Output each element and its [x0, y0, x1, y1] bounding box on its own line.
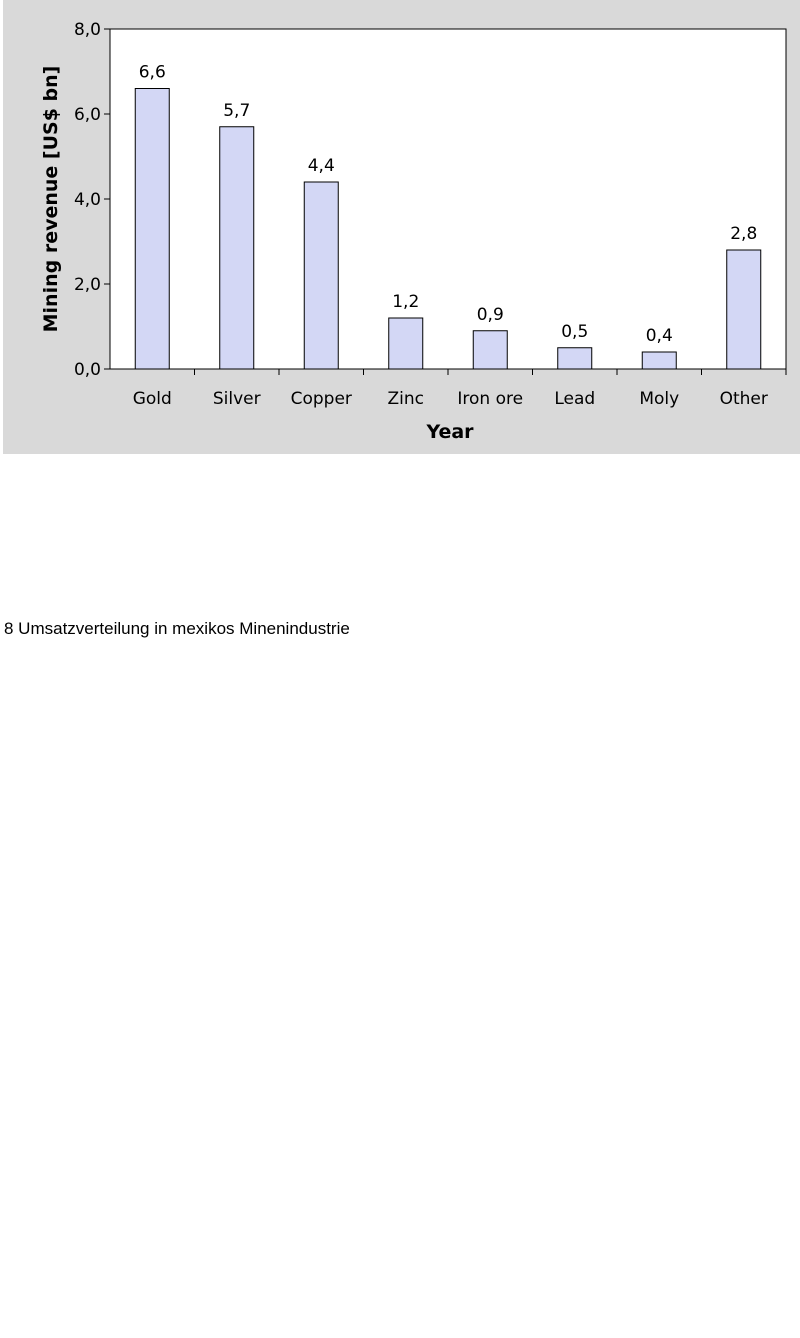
y-tick-label: 8,0 — [74, 20, 101, 40]
data-label: 0,5 — [561, 322, 588, 342]
bar-chart: 0,0 2,0 4,0 6,0 8,0 Gold 6,6 Silver 5,7 Copper 4,4… — [40, 20, 787, 443]
bar-copper — [303, 181, 339, 370]
x-tick-label: Other — [720, 389, 768, 409]
bar-silver — [219, 126, 255, 370]
bar-lead — [557, 347, 593, 370]
figure-caption: 8 Umsatzverteilung in mexikos Minenindus… — [4, 619, 350, 638]
bars-layer — [134, 88, 762, 370]
bar-iron-ore — [472, 330, 508, 370]
y-tick-label: 6,0 — [74, 105, 101, 125]
bar-moly — [641, 351, 677, 370]
y-axis-title: Mining revenue [US$ bn] — [40, 66, 62, 333]
bar-zinc — [388, 317, 424, 370]
y-tick-label: 2,0 — [74, 275, 101, 295]
x-tick-label: Copper — [291, 389, 352, 409]
x-tick-label: Silver — [213, 389, 261, 409]
data-label: 4,4 — [308, 156, 335, 176]
x-tick-label: Iron ore — [457, 389, 523, 409]
x-tick-label: Lead — [554, 389, 595, 409]
ticks-layer — [104, 28, 787, 375]
data-label: 2,8 — [730, 224, 757, 244]
bar-gold — [134, 88, 170, 370]
labels-layer: 0,0 2,0 4,0 6,0 8,0 Gold 6,6 Silver 5,7 Copper 4,4… — [74, 20, 768, 409]
y-tick-label: 4,0 — [74, 190, 101, 210]
data-label: 5,7 — [223, 101, 250, 121]
data-label: 1,2 — [392, 292, 419, 312]
data-label: 0,9 — [477, 305, 504, 325]
x-axis-title: Year — [425, 421, 474, 443]
x-tick-label: Moly — [639, 389, 679, 409]
chart-panel: 0,0 2,0 4,0 6,0 8,0 Gold 6,6 Silver 5,7 Copper 4,4… — [3, 0, 800, 454]
bar-other — [726, 249, 762, 370]
x-tick-label: Zinc — [388, 389, 425, 409]
x-tick-label: Gold — [133, 389, 172, 409]
data-label: 0,4 — [646, 326, 673, 346]
data-label: 6,6 — [139, 63, 166, 83]
plot-area — [109, 28, 787, 370]
y-tick-label: 0,0 — [74, 360, 101, 380]
